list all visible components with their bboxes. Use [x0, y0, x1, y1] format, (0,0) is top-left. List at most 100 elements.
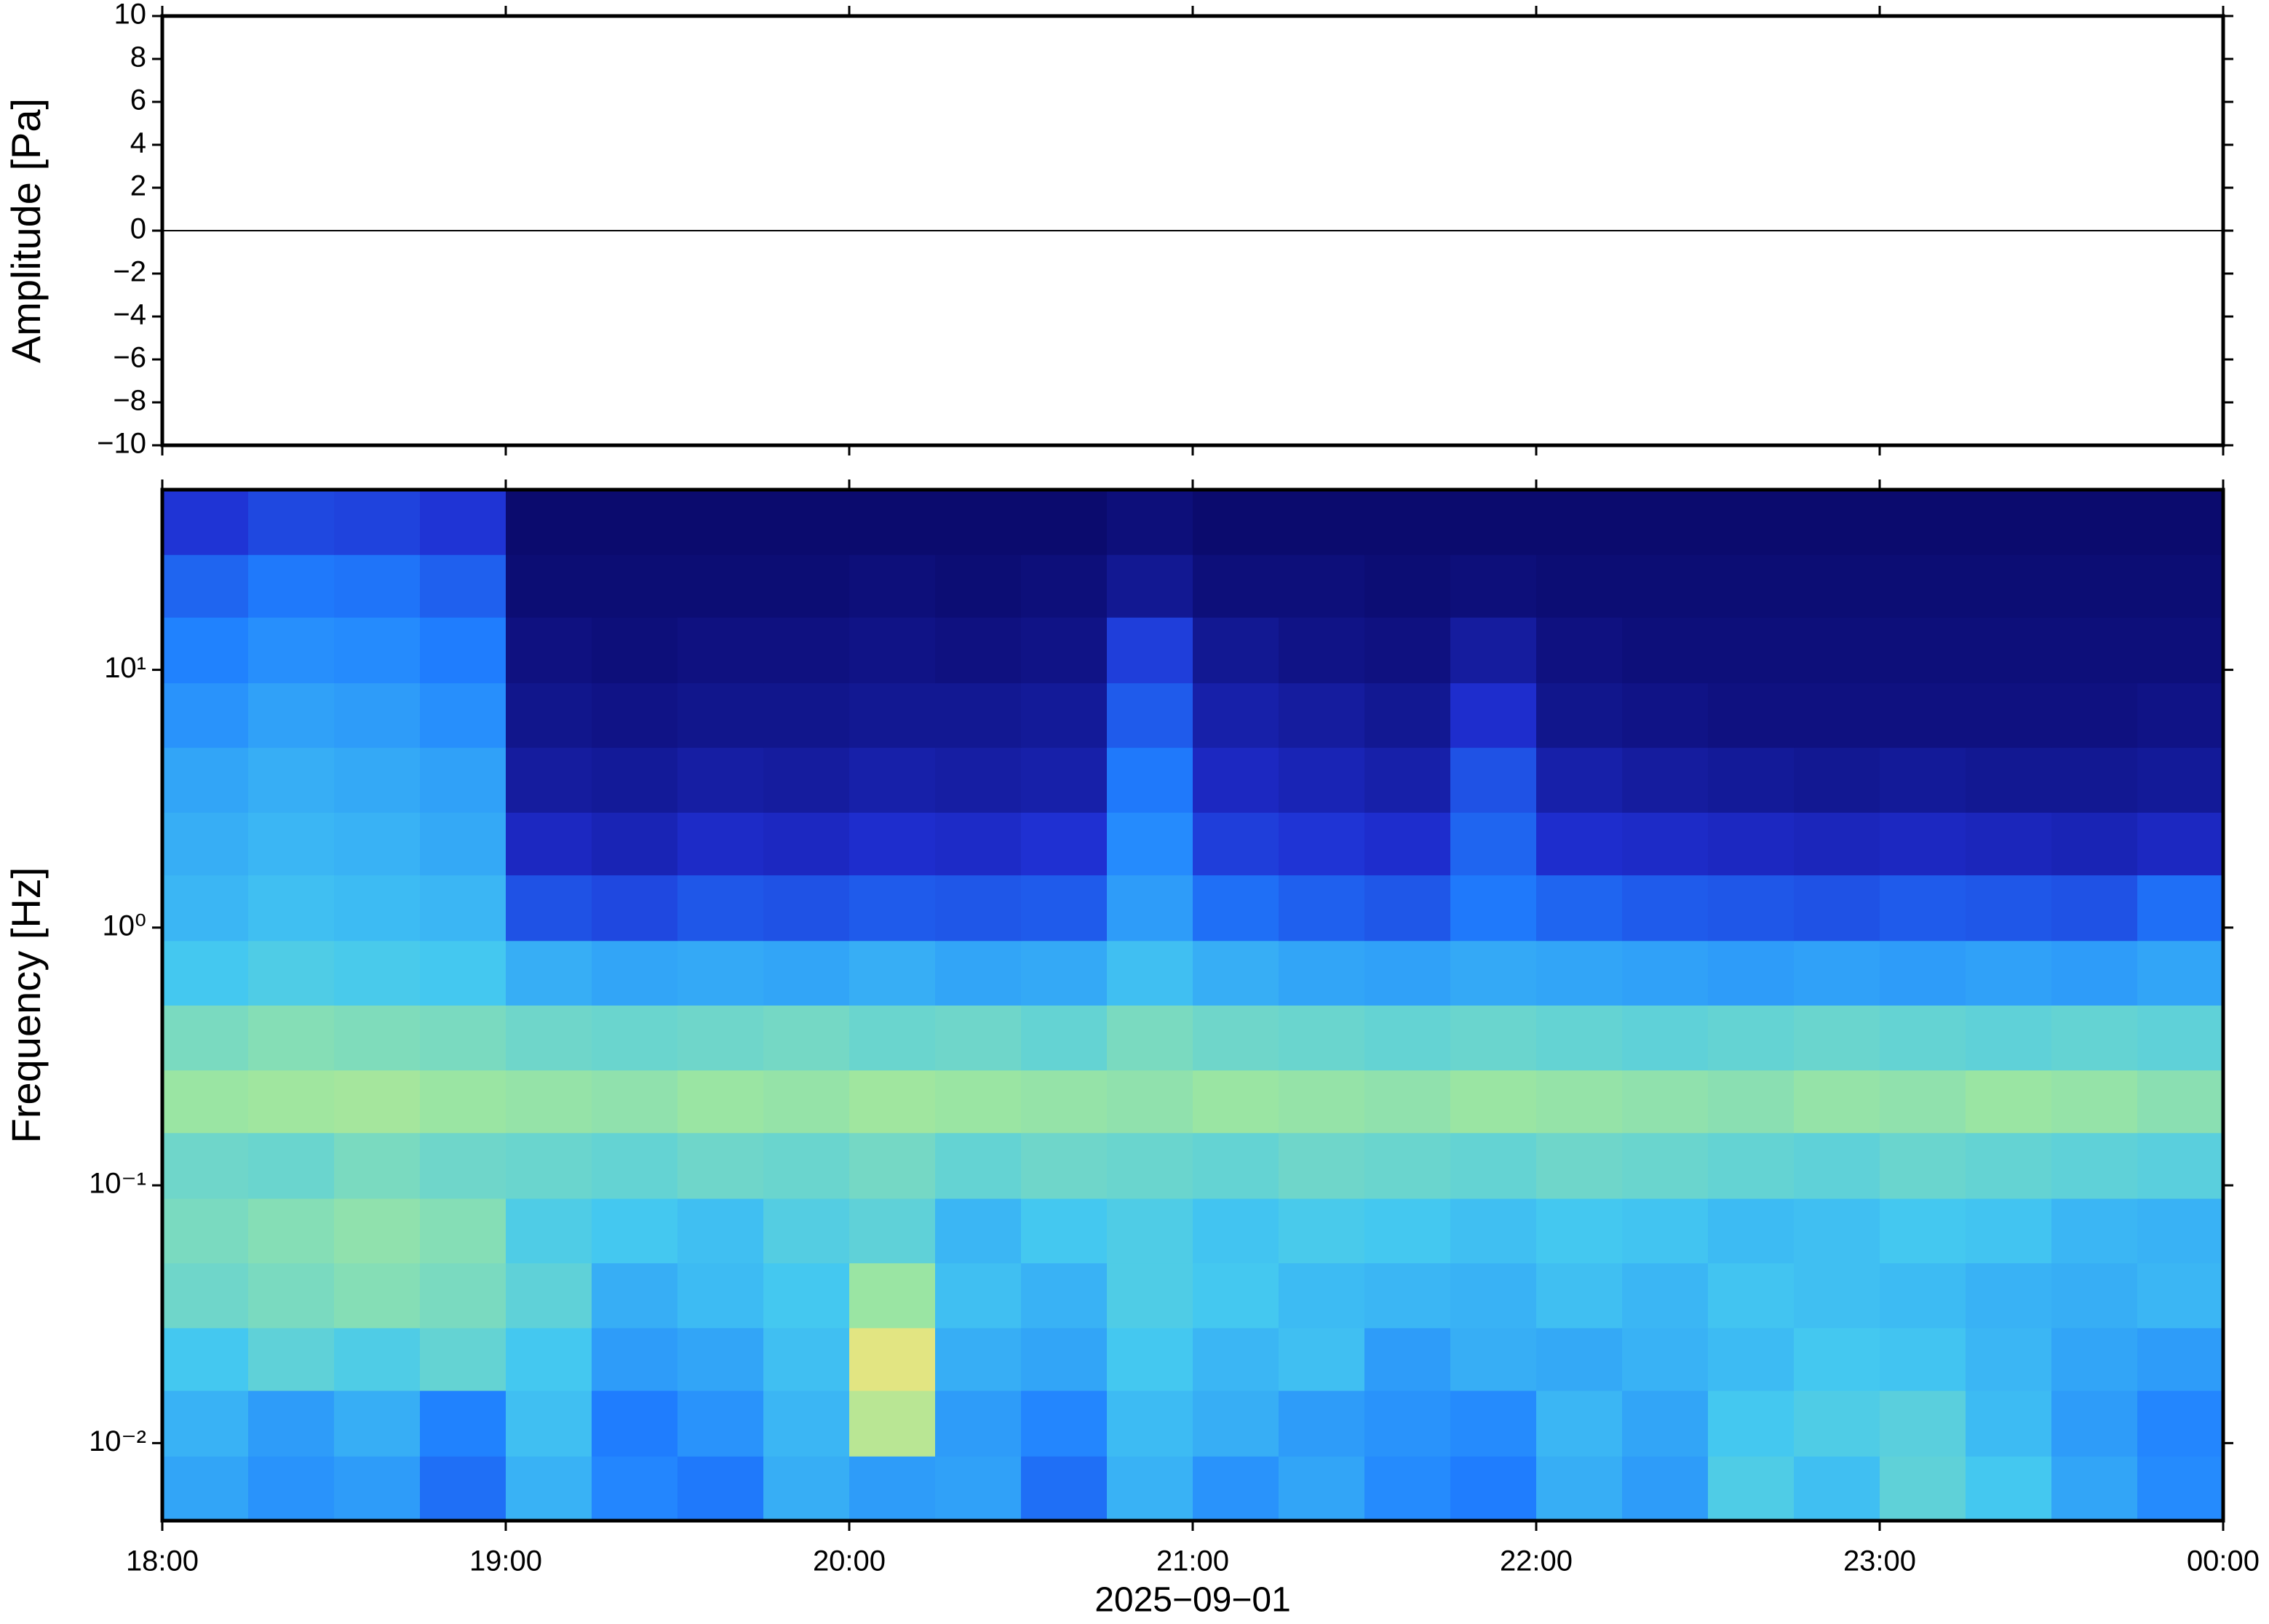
heatmap-cell — [935, 1327, 1022, 1391]
heatmap-cell — [1107, 490, 1193, 555]
heatmap-cell — [1279, 554, 1365, 618]
heatmap-cell — [1279, 1005, 1365, 1071]
heatmap-cell — [1622, 1198, 1709, 1264]
heatmap-cell — [1880, 812, 1966, 876]
heatmap-cell — [935, 1132, 1022, 1199]
heatmap-cell — [1794, 554, 1880, 618]
heatmap-cell — [1536, 1070, 1623, 1134]
heatmap-cell — [1966, 1327, 2052, 1391]
heatmap-cell — [1880, 1198, 1966, 1264]
heatmap-cell — [2051, 1070, 2138, 1134]
heatmap-cell — [1966, 1005, 2052, 1071]
heatmap-cell — [1450, 554, 1537, 618]
heatmap-cell — [935, 940, 1022, 1006]
heatmap-cell — [1622, 1262, 1709, 1329]
heatmap-cell — [1708, 875, 1795, 942]
heatmap-cell — [334, 490, 421, 555]
heatmap-cell — [677, 1132, 764, 1199]
heatmap-cell — [420, 1456, 506, 1521]
heatmap-cell — [935, 812, 1022, 876]
heatmap-cell — [1450, 1456, 1537, 1521]
heatmap-cell — [1536, 812, 1623, 876]
heatmap-cell — [1622, 1327, 1709, 1391]
heatmap-cell — [420, 1327, 506, 1391]
y-tick-label: 6 — [130, 84, 146, 116]
heatmap-cell — [1193, 1198, 1279, 1264]
heatmap-cell — [1450, 747, 1537, 813]
heatmap-cell — [1880, 1456, 1966, 1521]
heatmap-cell — [1193, 1262, 1279, 1329]
heatmap-cell — [1966, 1262, 2052, 1329]
heatmap-cell — [1364, 1132, 1451, 1199]
heatmap-cell — [935, 554, 1022, 618]
heatmap-cell — [1708, 682, 1795, 748]
heatmap-cell — [1536, 1198, 1623, 1264]
heatmap-cell — [1193, 554, 1279, 618]
heatmap-cell — [935, 1005, 1022, 1071]
heatmap-cell — [506, 1327, 592, 1391]
heatmap-cell — [763, 875, 850, 942]
heatmap-cell — [1966, 1390, 2052, 1457]
heatmap-cell — [162, 747, 249, 813]
heatmap-cell — [677, 1262, 764, 1329]
heatmap-cell — [248, 617, 335, 684]
y-tick-label: 10¹ — [104, 652, 146, 684]
heatmap-cell — [1021, 1262, 1108, 1329]
heatmap-cell — [935, 1198, 1022, 1264]
heatmap-cell — [1021, 1005, 1108, 1071]
heatmap-cell — [1450, 1198, 1537, 1264]
heatmap-cell — [1536, 1456, 1623, 1521]
heatmap-cell — [677, 875, 764, 942]
heatmap-cell — [677, 1327, 764, 1391]
heatmap-cell — [2137, 1005, 2224, 1071]
heatmap-cell — [1450, 812, 1537, 876]
heatmap-cell — [849, 1005, 936, 1071]
heatmap-cell — [248, 875, 335, 942]
heatmap-cell — [1279, 1070, 1365, 1134]
heatmap-cell — [1880, 940, 1966, 1006]
heatmap-cell — [677, 617, 764, 684]
heatmap-cell — [1622, 1070, 1709, 1134]
heatmap-cell — [1536, 1132, 1623, 1199]
heatmap-cell — [334, 617, 421, 684]
heatmap-cell — [592, 875, 678, 942]
heatmap-cell — [1193, 682, 1279, 748]
y-tick-label: 10 — [114, 0, 147, 31]
heatmap-cell — [1794, 1198, 1880, 1264]
heatmap-cell — [1364, 682, 1451, 748]
heatmap-cell — [2051, 1390, 2138, 1457]
heatmap-cell — [2051, 940, 2138, 1006]
heatmap-cell — [849, 1327, 936, 1391]
heatmap — [162, 490, 2224, 1521]
heatmap-cell — [1880, 1327, 1966, 1391]
heatmap-cell — [1966, 1132, 2052, 1199]
heatmap-cell — [1021, 940, 1108, 1006]
heatmap-cell — [248, 490, 335, 555]
heatmap-cell — [1966, 554, 2052, 618]
heatmap-cell — [1536, 617, 1623, 684]
heatmap-cell — [849, 1456, 936, 1521]
heatmap-cell — [1107, 1390, 1193, 1457]
heatmap-cell — [1880, 747, 1966, 813]
heatmap-cell — [420, 490, 506, 555]
heatmap-cell — [1880, 875, 1966, 942]
heatmap-cell — [506, 747, 592, 813]
heatmap-cell — [1794, 747, 1880, 813]
heatmap-cell — [2051, 490, 2138, 555]
heatmap-cell — [334, 1262, 421, 1329]
heatmap-cell — [849, 682, 936, 748]
heatmap-cell — [1021, 617, 1108, 684]
heatmap-cell — [1880, 682, 1966, 748]
heatmap-cell — [1021, 875, 1108, 942]
y-tick-label: 10⁻² — [89, 1425, 146, 1457]
heatmap-cell — [677, 1390, 764, 1457]
heatmap-cell — [1193, 1327, 1279, 1391]
heatmap-cell — [1193, 1005, 1279, 1071]
heatmap-cell — [1021, 812, 1108, 876]
heatmap-cell — [1021, 554, 1108, 618]
heatmap-cell — [420, 1070, 506, 1134]
heatmap-cell — [763, 682, 850, 748]
heatmap-cell — [2137, 490, 2224, 555]
heatmap-cell — [677, 1198, 764, 1264]
heatmap-cell — [2051, 1327, 2138, 1391]
